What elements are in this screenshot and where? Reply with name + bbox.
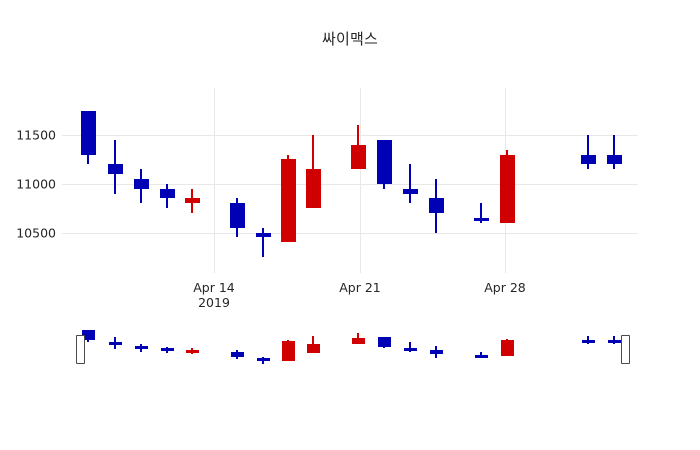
gridline-horizontal <box>62 183 638 185</box>
mini-candle-8[interactable] <box>306 318 320 378</box>
candle-apr-30[interactable] <box>499 88 515 273</box>
gridline-vertical <box>360 88 361 273</box>
candle-apr-15[interactable] <box>229 88 245 273</box>
candle-wick <box>587 135 589 170</box>
mini-candle-13[interactable] <box>474 318 488 378</box>
candle-apr-9[interactable] <box>107 88 123 273</box>
mini-candle-0[interactable] <box>81 318 95 378</box>
candle-body <box>606 154 622 165</box>
mini-candle-15[interactable] <box>581 318 595 378</box>
candle-wick <box>613 135 615 170</box>
candle-may-2[interactable] <box>580 88 596 273</box>
candle-body <box>581 340 595 344</box>
x-axis-tick-apr-28: Apr 28 <box>484 280 526 295</box>
candle-apr-24[interactable] <box>402 88 418 273</box>
y-axis-tick-11000: 11000 <box>16 176 56 192</box>
gridline-horizontal <box>62 232 638 234</box>
candle-apr-17[interactable] <box>280 88 296 273</box>
candle-wick <box>480 203 482 223</box>
candle-body <box>377 336 391 347</box>
candle-body <box>473 217 489 221</box>
mini-candle-16[interactable] <box>607 318 621 378</box>
candle-body <box>403 348 417 352</box>
mini-candle-3[interactable] <box>160 318 174 378</box>
mini-candle-7[interactable] <box>281 318 295 378</box>
mini-candle-4[interactable] <box>185 318 199 378</box>
candle-body <box>159 188 175 199</box>
range-left-handle[interactable] <box>76 335 85 364</box>
y-axis-tick-10500: 10500 <box>16 225 56 240</box>
candle-body <box>474 354 488 358</box>
chart-title: 싸이맥스 <box>321 30 378 48</box>
candle-may-3[interactable] <box>606 88 622 273</box>
price-candlestick-plot[interactable] <box>62 88 638 273</box>
candle-body <box>305 169 321 209</box>
mini-candle-10[interactable] <box>377 318 391 378</box>
x-axis-tick-apr-21: Apr 21 <box>339 280 381 295</box>
candle-wick <box>480 351 482 357</box>
candle-apr-16[interactable] <box>255 88 271 273</box>
candle-body <box>499 154 515 223</box>
candle-wick <box>613 335 615 344</box>
candle-body <box>351 337 365 344</box>
candle-wick <box>409 342 411 352</box>
candle-body <box>280 159 296 243</box>
candle-wick <box>587 335 589 344</box>
mini-candle-5[interactable] <box>230 318 244 378</box>
candle-apr-23[interactable] <box>376 88 392 273</box>
candle-wick <box>409 164 411 204</box>
candle-apr-8[interactable] <box>80 88 96 273</box>
mini-candle-9[interactable] <box>351 318 365 378</box>
candle-body <box>376 139 392 184</box>
candle-wick <box>262 227 264 257</box>
gridline-horizontal <box>62 135 638 136</box>
candle-body <box>500 340 514 357</box>
candle-apr-22[interactable] <box>350 88 366 273</box>
candle-body <box>133 178 149 189</box>
candle-body <box>80 110 96 155</box>
candle-apr-25[interactable] <box>428 88 444 273</box>
candle-body <box>185 350 199 354</box>
candle-body <box>134 345 148 349</box>
candle-body <box>429 350 443 354</box>
mini-candle-1[interactable] <box>108 318 122 378</box>
mini-candle-2[interactable] <box>134 318 148 378</box>
candle-body <box>580 154 596 165</box>
candle-apr-29[interactable] <box>473 88 489 273</box>
mini-candle-12[interactable] <box>429 318 443 378</box>
mini-candle-6[interactable] <box>256 318 270 378</box>
candle-body <box>230 351 244 358</box>
candle-apr-12[interactable] <box>184 88 200 273</box>
mini-candle-14[interactable] <box>500 318 514 378</box>
candle-body <box>256 358 270 362</box>
candle-body <box>607 340 621 344</box>
candle-apr-10[interactable] <box>133 88 149 273</box>
candle-body <box>428 198 444 213</box>
candle-body <box>402 188 418 194</box>
candle-body <box>350 144 366 170</box>
candle-apr-11[interactable] <box>159 88 175 273</box>
candle-body <box>107 164 123 174</box>
candle-body <box>255 232 271 238</box>
candle-body <box>281 341 295 361</box>
gridline-vertical <box>214 88 215 273</box>
candle-body <box>229 203 245 228</box>
y-axis-tick-11500: 11500 <box>16 127 56 143</box>
mini-candle-11[interactable] <box>403 318 417 378</box>
candle-body <box>81 330 95 341</box>
candle-body <box>306 343 320 353</box>
candle-body <box>160 348 174 352</box>
candle-apr-18[interactable] <box>305 88 321 273</box>
candle-body <box>184 198 200 204</box>
candle-body <box>108 342 122 346</box>
x-axis-tick-apr-14: Apr 14 2019 <box>193 280 235 310</box>
range-overview-plot[interactable] <box>62 318 638 378</box>
range-right-handle[interactable] <box>621 335 630 364</box>
